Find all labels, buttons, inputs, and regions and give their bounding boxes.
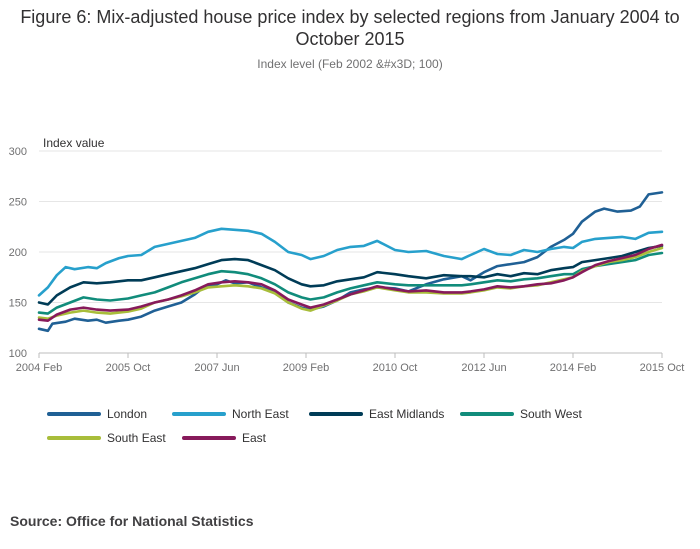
x-tick-label: 2012 Jun [461,362,506,374]
y-tick-label: 250 [9,197,27,209]
legend-label: London [107,407,148,421]
line-chart: 100 150 200 250 300 2004 Feb 2005 Oct 2007 Jun 2… [9,146,685,374]
grid-layer [39,150,662,354]
legend-item-london: London [47,407,147,421]
y-tick-label: 150 [9,298,27,310]
legend-item-east-midlands: East Midlands [309,407,444,421]
chart-title: Figure 6: Mix-adjusted house price index… [20,7,680,49]
series-line-north-east [37,227,664,297]
series-line-east [37,243,664,322]
series-layer [37,191,664,333]
series-line-south-west [37,251,664,315]
x-tick-label: 2004 Feb [16,362,62,374]
y-tick-label: 300 [9,146,27,158]
legend-swatch [172,412,226,416]
legend-label: South East [107,431,166,445]
x-tick-label: 2009 Feb [283,362,329,374]
legend-item-east: East [182,431,266,445]
legend-item-south-west: South West [460,407,582,421]
series-line-east-midlands [37,244,664,306]
y-tick-label: 100 [9,348,27,360]
chart-subtitle: Index level (Feb 2002 &#x3D; 100) [257,57,443,71]
legend-swatch [47,412,101,416]
x-tick-label: 2010 Oct [373,362,418,374]
x-tick-label: 2007 Jun [194,362,239,374]
legend-swatch [460,412,514,416]
y-axis-title: Index value [43,136,105,150]
legend-swatch [182,436,236,440]
legend-label: East Midlands [369,407,445,421]
x-tick-label: 2005 Oct [106,362,151,374]
legend-label: South West [520,407,582,421]
legend: London North East East Midlands South West S… [47,407,687,457]
source-line: Source: Office for National Statistics [10,513,254,529]
axis-layer: 100 150 200 250 300 2004 Feb 2005 Oct 2007 Jun 2… [9,146,685,374]
legend-item-north-east: North East [172,407,289,421]
legend-swatch [47,436,101,440]
x-tick-label: 2014 Feb [550,362,596,374]
legend-item-south-east: South East [47,431,166,445]
legend-swatch [309,412,363,416]
legend-label: East [242,431,267,445]
legend-label: North East [232,407,289,421]
x-tick-label: 2015 Oct [640,362,685,374]
y-tick-label: 200 [9,247,27,259]
